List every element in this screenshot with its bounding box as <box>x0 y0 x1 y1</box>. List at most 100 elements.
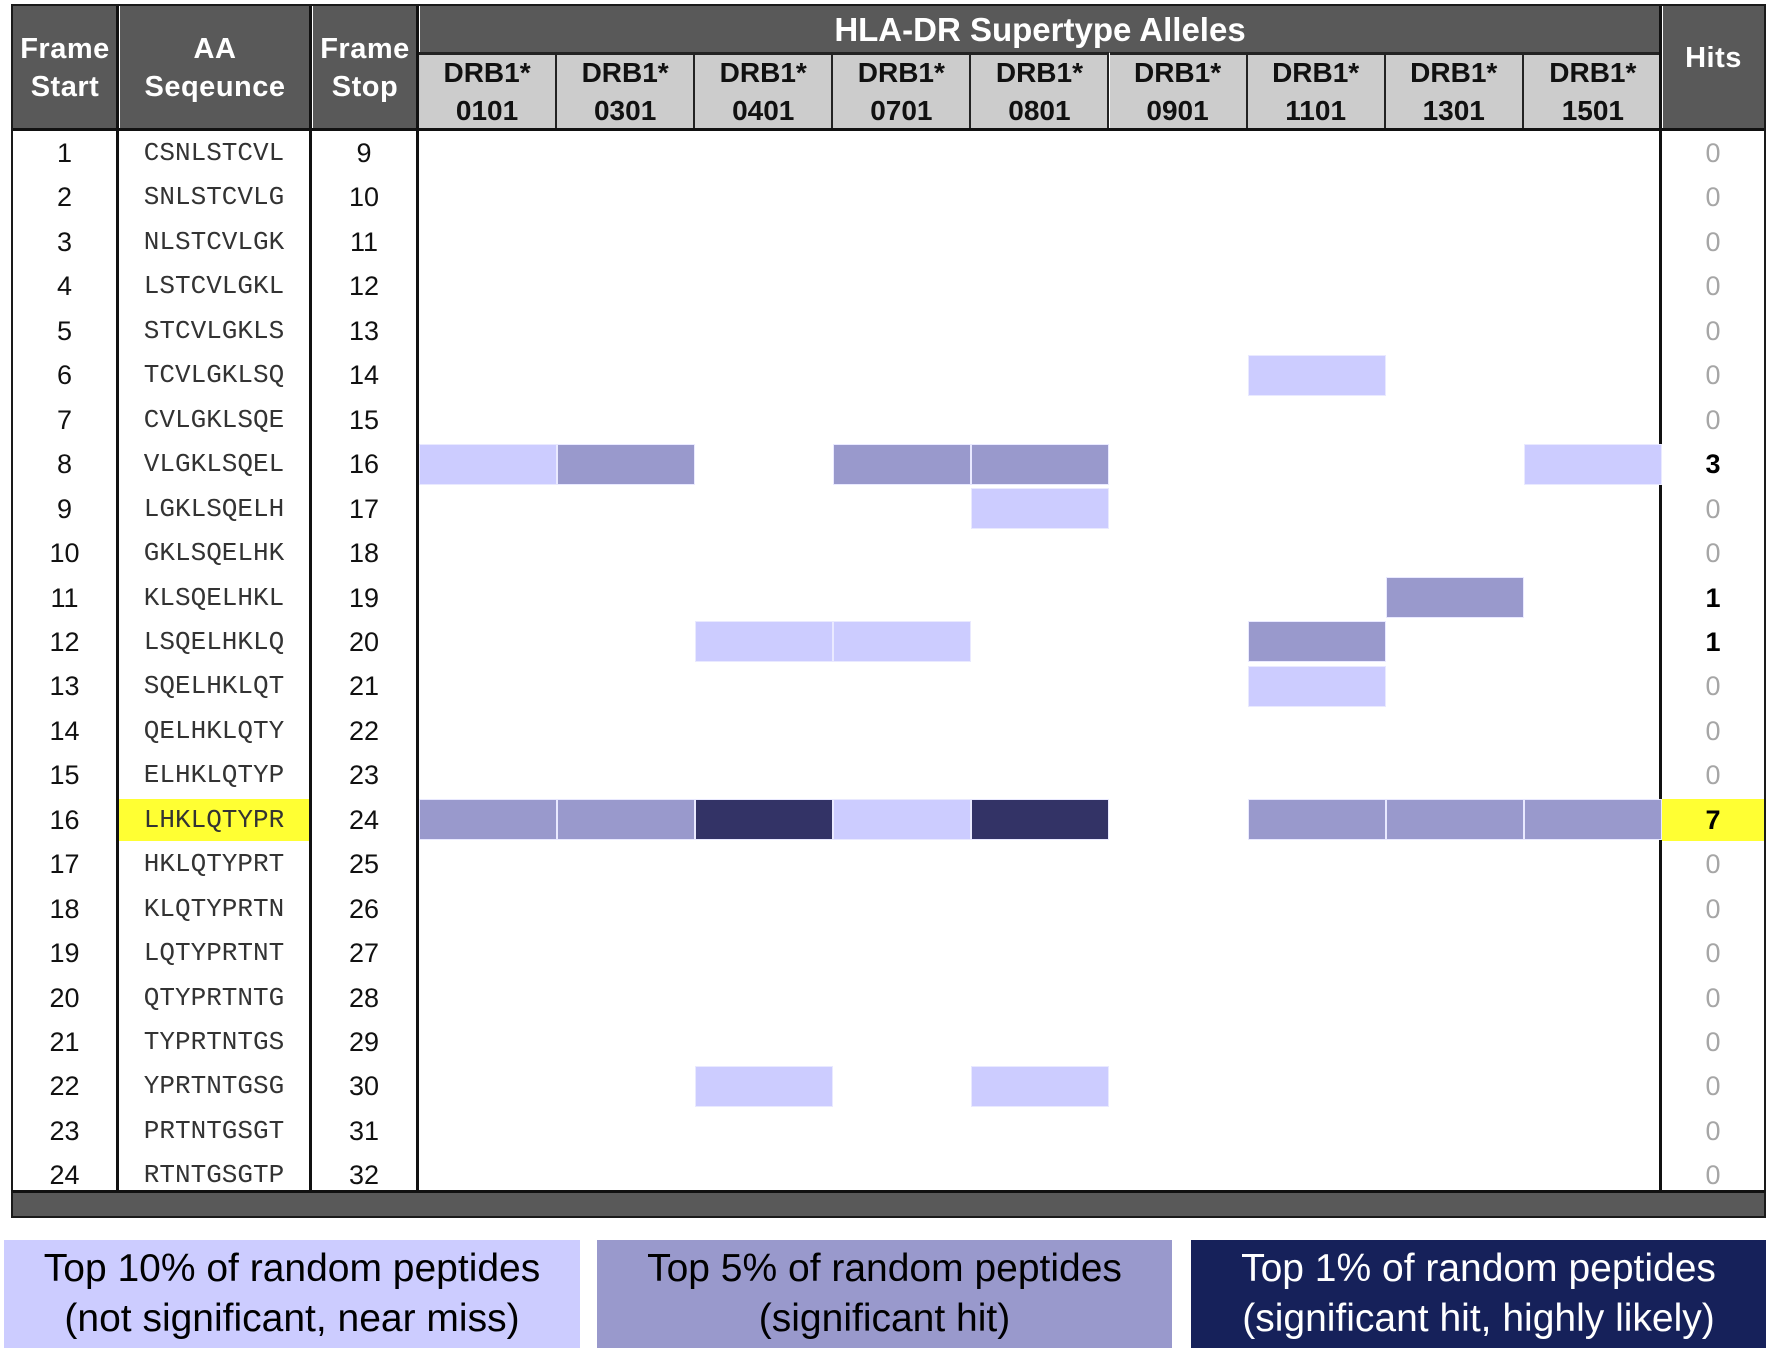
legend-item-1: Top 10% of random peptides (not significa… <box>4 1240 580 1348</box>
hits-count: 0 <box>1705 182 1721 213</box>
hits-count: 0 <box>1705 271 1721 302</box>
frame-stop: 20 <box>348 626 380 657</box>
frame-start: 9 <box>56 493 73 524</box>
table-row: 24 RTNTGSGTP 32 0 <box>0 1153 1772 1197</box>
frame-stop: 17 <box>348 493 380 524</box>
binding-cell-level-3 <box>971 799 1110 841</box>
hits-count: 0 <box>1705 226 1721 257</box>
aa-sequence: LSTCVLGKL <box>143 271 285 302</box>
header-hits: Hits <box>1663 6 1764 129</box>
table-row: 1 CSNLSTCVL 9 0 <box>0 131 1772 175</box>
hits-count: 7 <box>1662 798 1764 841</box>
frame-stop: 32 <box>348 1160 380 1191</box>
frame-start: 15 <box>49 760 80 791</box>
divider <box>416 6 419 1192</box>
table-row: 23 PRTNTGSGT 31 0 <box>0 1109 1772 1153</box>
hits-count: 0 <box>1705 849 1721 880</box>
legend-item-2: Top 5% of random peptides (significant hi… <box>597 1240 1172 1348</box>
table-row: 19 LQTYPRTNT 27 0 <box>0 931 1772 975</box>
header-divider <box>13 128 1764 131</box>
frame-stop: 30 <box>348 1071 380 1102</box>
frame-stop: 12 <box>348 271 380 302</box>
frame-start: 11 <box>50 582 79 613</box>
frame-start: 16 <box>49 804 80 835</box>
aa-sequence: VLGKLSQEL <box>143 449 285 480</box>
frame-start: 14 <box>49 715 80 746</box>
binding-cell-level-1 <box>971 1065 1110 1107</box>
hits-count: 0 <box>1705 1027 1721 1057</box>
binding-cell-level-1 <box>833 799 972 841</box>
frame-start: 20 <box>49 982 80 1013</box>
table-row: 3 NLSTCVLGK 11 0 <box>0 220 1772 264</box>
table-row: 11 KLSQELHKL 19 1 <box>0 576 1772 620</box>
allele-header-0301: DRB1* 0301 <box>557 52 696 129</box>
frame-start: 5 <box>56 315 73 346</box>
table-row: 6 TCVLGKLSQ 14 0 <box>0 353 1772 397</box>
table-row: 7 CVLGKLSQE 15 0 <box>0 398 1772 442</box>
binding-cell-level-2 <box>1247 621 1386 663</box>
hits-count: 0 <box>1705 938 1721 969</box>
table-row: 4 LSTCVLGKL 12 0 <box>0 264 1772 308</box>
aa-sequence: YPRTNTGSG <box>143 1071 285 1102</box>
frame-start: 19 <box>49 938 80 969</box>
aa-sequence: LSQELHKLQ <box>143 626 285 657</box>
hits-count: 1 <box>1705 626 1721 657</box>
binding-cell-level-1 <box>695 1065 834 1107</box>
aa-sequence: QTYPRTNTG <box>143 982 285 1013</box>
hits-count: 0 <box>1705 671 1721 702</box>
allele-header-0101: DRB1* 0101 <box>419 52 558 129</box>
aa-sequence: SNLSTCVLG <box>143 182 285 213</box>
binding-cell-level-1 <box>971 488 1110 530</box>
hits-count: 0 <box>1705 1115 1721 1146</box>
hits-count: 0 <box>1705 715 1721 746</box>
frame-stop: 24 <box>348 804 380 835</box>
binding-cell-level-1 <box>1523 443 1662 485</box>
aa-sequence: NLSTCVLGK <box>143 226 285 257</box>
frame-stop: 22 <box>348 715 380 746</box>
binding-cell-level-1 <box>1247 665 1386 707</box>
allele-header-0901: DRB1* 0901 <box>1109 52 1248 129</box>
frame-start: 3 <box>56 226 73 257</box>
header-aa-sequence: AA Seqeunce <box>120 6 310 129</box>
legend-item-3: Top 1% of random peptides (significant hi… <box>1191 1240 1766 1348</box>
table-row: 18 KLQTYPRTN 26 0 <box>0 887 1772 931</box>
allele-header-0801: DRB1* 0801 <box>971 52 1110 129</box>
frame-stop: 13 <box>348 315 380 346</box>
table-row: 20 QTYPRTNTG 28 0 <box>0 976 1772 1020</box>
frame-stop: 19 <box>348 582 380 613</box>
aa-sequence: STCVLGKLS <box>143 315 285 346</box>
hits-count: 0 <box>1705 760 1721 791</box>
hits-count: 0 <box>1705 893 1721 924</box>
frame-stop: 18 <box>348 538 380 569</box>
hits-count: 0 <box>1705 982 1721 1013</box>
aa-sequence: TYPRTNTGS <box>143 1027 285 1057</box>
table-row: 16 LHKLQTYPR 24 7 <box>0 798 1772 842</box>
divider <box>309 6 312 1192</box>
aa-sequence: TCVLGKLSQ <box>143 360 285 391</box>
aa-sequence: CVLGKLSQE <box>143 404 285 435</box>
hits-count: 0 <box>1705 360 1721 391</box>
aa-sequence: RTNTGSGTP <box>143 1160 285 1191</box>
hits-count: 3 <box>1705 449 1721 480</box>
frame-start: 7 <box>56 404 73 435</box>
aa-sequence: PRTNTGSGT <box>143 1115 285 1146</box>
hits-count: 0 <box>1705 493 1721 524</box>
hits-count: 1 <box>1705 582 1721 613</box>
allele-header-0401: DRB1* 0401 <box>695 52 834 129</box>
aa-sequence: LQTYPRTNT <box>143 938 285 969</box>
hits-count: 0 <box>1705 538 1721 569</box>
binding-cell-level-2 <box>1385 799 1524 841</box>
table-row: 13 SQELHKLQT 21 0 <box>0 664 1772 708</box>
table-row: 2 SNLSTCVLG 10 0 <box>0 175 1772 219</box>
frame-stop: 26 <box>348 893 380 924</box>
table-row: 9 LGKLSQELH 17 0 <box>0 487 1772 531</box>
frame-stop: 10 <box>348 182 380 213</box>
binding-cell-level-1 <box>695 621 834 663</box>
frame-start: 1 <box>56 138 73 168</box>
hits-count: 0 <box>1705 138 1721 168</box>
frame-stop: 9 <box>356 138 372 168</box>
table-row: 15 ELHKLQTYP 23 0 <box>0 753 1772 797</box>
binding-cell-level-2 <box>971 443 1110 485</box>
table-row: 22 YPRTNTGSG 30 0 <box>0 1064 1772 1108</box>
aa-sequence: QELHKLQTY <box>143 715 285 746</box>
